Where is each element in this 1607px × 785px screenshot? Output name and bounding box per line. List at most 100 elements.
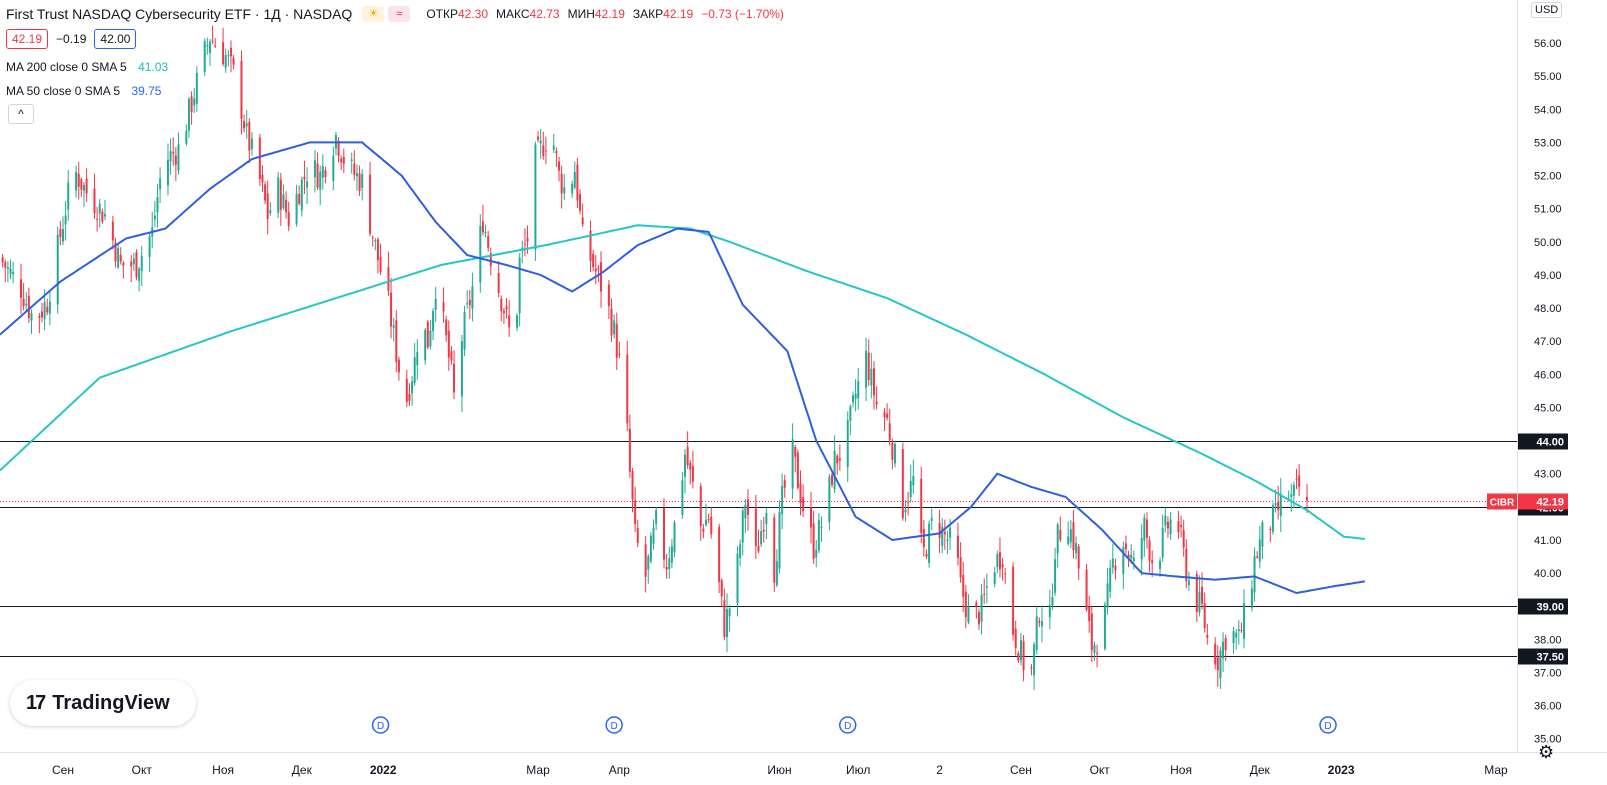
data-status-icon[interactable]: ≈ — [388, 6, 411, 22]
candle-body — [103, 214, 106, 217]
candle — [371, 235, 374, 247]
time-tick-label: 2022 — [370, 763, 397, 777]
candle-body — [340, 158, 343, 163]
bid-box[interactable]: 42.19 — [6, 29, 49, 49]
candle — [1030, 664, 1033, 676]
candle — [833, 435, 836, 493]
candle — [445, 315, 448, 342]
candle — [728, 605, 731, 632]
candle — [1256, 551, 1259, 560]
candle — [812, 510, 815, 564]
candle-body — [279, 179, 282, 210]
candle — [980, 584, 983, 635]
candle-body — [353, 163, 356, 175]
candle — [922, 520, 925, 557]
candle — [1093, 641, 1096, 661]
candle — [224, 48, 227, 73]
candle-body — [888, 423, 891, 440]
candle-body — [277, 177, 280, 213]
candle — [67, 169, 70, 221]
candle-body — [19, 279, 22, 298]
candle-body — [539, 140, 542, 144]
candle — [962, 561, 965, 613]
symbol-title[interactable]: First Trust NASDAQ Cybersecurity ETF · 1… — [6, 6, 353, 22]
candle-body — [872, 368, 875, 396]
candle — [450, 346, 453, 365]
candle — [6, 261, 9, 283]
candle-body — [319, 171, 322, 190]
candle — [830, 471, 833, 488]
price-tick-label: 41.00 — [1534, 535, 1562, 547]
candle — [12, 261, 15, 284]
candle — [387, 251, 390, 296]
candle — [888, 408, 891, 446]
price-tick-label: 56.00 — [1534, 38, 1562, 50]
candle-body — [195, 72, 198, 104]
candle — [681, 472, 684, 520]
candle — [56, 226, 59, 314]
candle-body — [689, 462, 692, 470]
candle — [264, 181, 267, 205]
candle-body — [956, 535, 959, 558]
candle-body — [1214, 643, 1217, 665]
candle-body — [390, 292, 393, 327]
dividend-marker — [605, 716, 623, 734]
candle — [1059, 516, 1062, 543]
candle — [867, 339, 870, 386]
candle-body — [959, 556, 962, 578]
candle-body — [77, 173, 80, 187]
candle — [316, 152, 319, 191]
candle-body — [723, 600, 726, 637]
candle-body — [673, 522, 676, 553]
candle-body — [67, 182, 70, 210]
candle-body — [1096, 652, 1099, 654]
candle-body — [930, 517, 933, 521]
ma50-legend[interactable]: MA 50 close 0 SMA 5 39.75 — [6, 84, 161, 98]
candle-body — [453, 363, 456, 393]
candles — [1, 25, 1309, 691]
candle — [258, 134, 261, 187]
ma200-legend[interactable]: MA 200 close 0 SMA 5 41.03 — [6, 60, 168, 74]
candle — [783, 474, 786, 499]
candle — [397, 356, 400, 381]
candle — [723, 588, 726, 641]
candle — [686, 431, 689, 469]
market-status-icon[interactable]: ☀ — [362, 6, 385, 22]
candle-body — [1019, 639, 1022, 661]
candle — [726, 593, 729, 652]
candle-body — [300, 179, 303, 211]
ask-box[interactable]: 42.00 — [94, 29, 137, 49]
candle-body — [258, 137, 261, 179]
candle — [1279, 478, 1282, 532]
candle — [1114, 558, 1117, 580]
candle-body — [1243, 603, 1246, 639]
tradingview-logo[interactable]: 17 TradingView — [10, 680, 196, 726]
candle-body — [581, 217, 584, 225]
candle — [739, 539, 742, 567]
candle — [1001, 557, 1004, 581]
candle-body — [411, 381, 414, 394]
candle — [946, 530, 949, 555]
candle-body — [471, 286, 474, 309]
candle-body — [644, 544, 647, 577]
candle — [920, 466, 923, 544]
candle — [592, 249, 595, 272]
candle-body — [592, 253, 595, 268]
candle — [649, 532, 652, 564]
candle-body — [140, 255, 143, 271]
candle-body — [1088, 606, 1091, 622]
currency-button[interactable]: USD — [1531, 2, 1563, 18]
candle-body — [718, 526, 721, 583]
candle-body — [891, 442, 894, 460]
candle-body — [12, 271, 15, 275]
candle-body — [747, 499, 750, 515]
gear-icon[interactable]: ⚙ — [1538, 742, 1555, 762]
collapse-legend-button[interactable]: ^ — [8, 104, 34, 124]
candle — [1216, 645, 1219, 687]
candle-body — [594, 268, 597, 272]
price-tick-label: 43.00 — [1534, 469, 1562, 481]
candle-body — [1130, 554, 1133, 559]
candle-body — [1077, 546, 1080, 569]
candle-body — [153, 215, 156, 220]
